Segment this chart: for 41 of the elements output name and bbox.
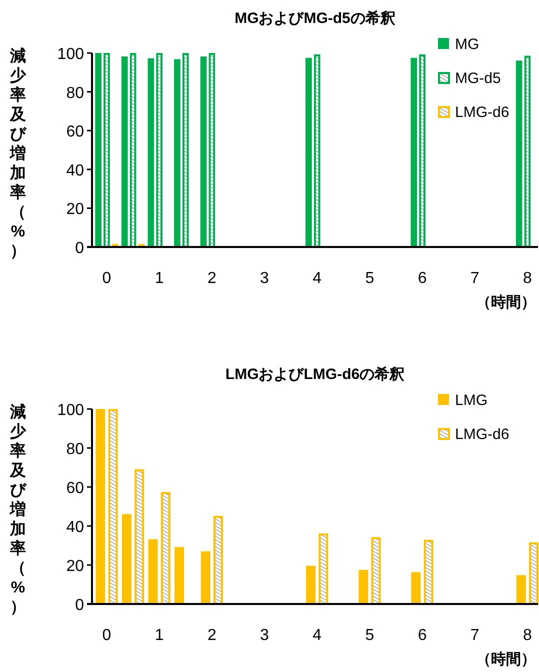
y-tick-label: 40 bbox=[66, 162, 84, 180]
x-tick-label: 6 bbox=[418, 627, 427, 644]
x-tick-label: 4 bbox=[312, 270, 322, 287]
x-tick-label: 2 bbox=[207, 270, 216, 287]
x-axis-title: （時間） bbox=[476, 651, 536, 668]
x-tick-label: 8 bbox=[523, 627, 532, 644]
y-tick-label: 20 bbox=[66, 201, 84, 218]
x-tick-label: 0 bbox=[102, 627, 112, 644]
x-tick-label: 5 bbox=[365, 270, 374, 287]
text: 減少率及び増加率（%） bbox=[10, 404, 26, 616]
x-tick-label: 3 bbox=[260, 627, 270, 644]
y-tick-label: 100 bbox=[57, 402, 84, 419]
x-tick-label: 4 bbox=[312, 627, 322, 644]
x-axis-title: （時間） bbox=[476, 294, 536, 311]
y-tick-label: 60 bbox=[66, 480, 84, 497]
y-tick-label: 40 bbox=[66, 519, 84, 536]
y-tick-label: 80 bbox=[66, 84, 84, 102]
chart-title: LMGおよびLMG-d6の希釈 bbox=[225, 366, 405, 383]
legend-label: MG-d5 bbox=[455, 70, 501, 87]
x-tick-label: 5 bbox=[365, 627, 374, 644]
legend-label: LMG-d6 bbox=[455, 104, 510, 121]
x-tick-label: 2 bbox=[207, 627, 216, 644]
text: 減少率及び増加率（%） bbox=[10, 48, 26, 260]
y-tick-label: 100 bbox=[57, 46, 84, 63]
x-tick-label: 6 bbox=[418, 270, 427, 287]
x-tick-label: 0 bbox=[102, 270, 112, 287]
legend-label: LMG bbox=[455, 392, 488, 409]
chart-title: MGおよびMG-d5の希釈 bbox=[234, 10, 396, 27]
legend-label: MG bbox=[455, 36, 480, 53]
x-tick-label: 3 bbox=[260, 270, 270, 287]
y-tick-label: 20 bbox=[66, 558, 84, 575]
y-tick-label: 0 bbox=[75, 240, 84, 257]
x-tick-label: 7 bbox=[470, 627, 480, 644]
x-tick-label: 1 bbox=[154, 627, 164, 644]
x-tick-label: 7 bbox=[470, 270, 480, 287]
legend-label: LMG-d6 bbox=[455, 426, 510, 443]
y-tick-label: 80 bbox=[66, 441, 84, 458]
y-tick-label: 0 bbox=[75, 597, 84, 614]
x-tick-label: 8 bbox=[523, 270, 532, 287]
x-tick-label: 1 bbox=[154, 270, 164, 287]
y-tick-label: 60 bbox=[66, 124, 84, 141]
